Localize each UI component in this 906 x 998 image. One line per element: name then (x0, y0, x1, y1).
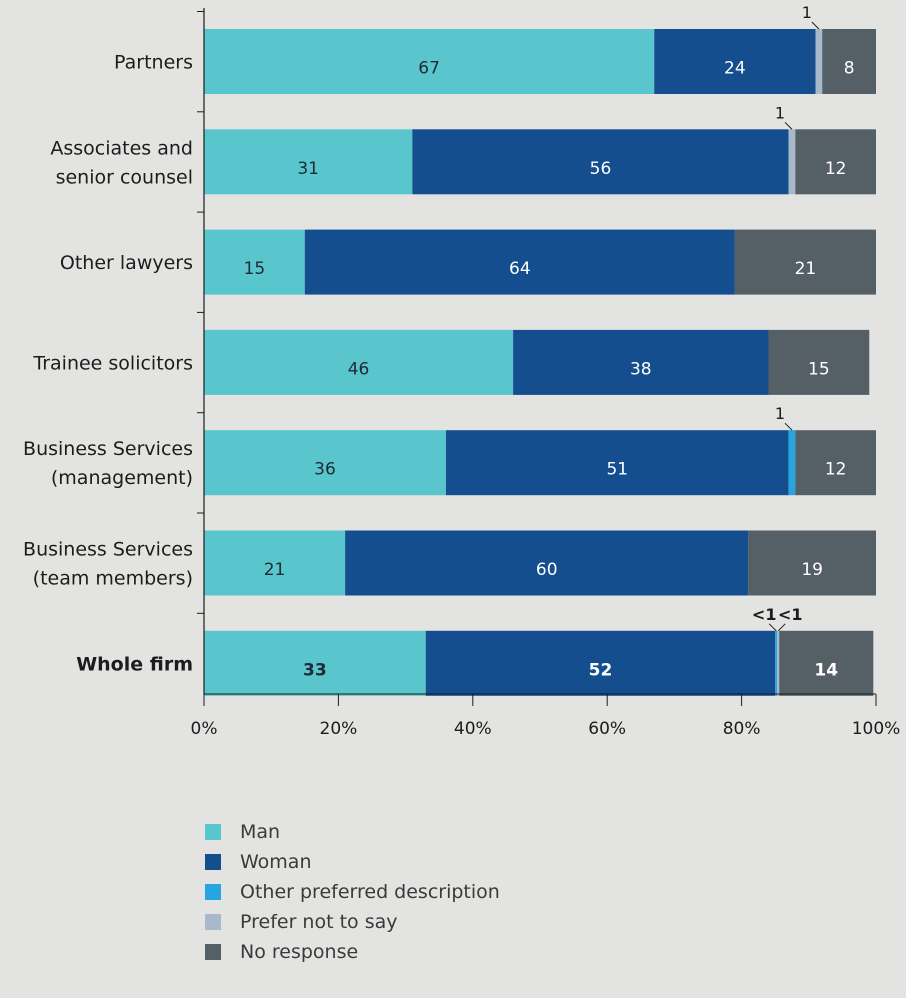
legend-label: No response (240, 940, 359, 963)
bar-segment (425, 630, 776, 696)
data-label: 38 (630, 359, 652, 379)
bar-segment (304, 229, 735, 295)
bar-segment (412, 129, 789, 195)
annotation-label: <1 (752, 605, 777, 624)
data-label: 56 (590, 159, 612, 179)
bar-segment (734, 229, 876, 295)
plot-area: Partners 67 24 8 1 Associates and senior couns… (23, 3, 900, 739)
bar-segment (775, 630, 778, 696)
bar-segment (204, 229, 305, 295)
bar-segment (345, 530, 749, 596)
legend-swatch (205, 943, 221, 960)
annotation-leader (768, 623, 777, 632)
category-label: Whole firm (76, 653, 193, 675)
bar-segment (822, 29, 876, 94)
x-tick-label: 20% (320, 719, 358, 739)
annotation-leader (777, 623, 786, 632)
legend-swatch (205, 823, 221, 840)
bar-segment (204, 329, 514, 395)
annotation-leader (811, 21, 820, 30)
category-label: Associates and senior counsel (50, 137, 193, 188)
data-label: 21 (264, 560, 286, 580)
bar-segment (445, 430, 789, 496)
legend-label: Prefer not to say (240, 910, 398, 933)
x-tick-label: 40% (454, 719, 492, 739)
chart-legend: Man Woman Other preferred description Prefe… (205, 818, 500, 968)
bar-segment (748, 530, 876, 596)
data-label: 60 (536, 560, 558, 580)
category-label: Trainee solicitors (32, 352, 193, 374)
annotation-label: 1 (775, 103, 785, 122)
data-label: 15 (808, 359, 830, 379)
bar-segment (815, 29, 823, 94)
annotation-label: 1 (802, 3, 812, 22)
bar-segment (768, 329, 870, 395)
x-tick-label: 100% (852, 719, 901, 739)
bar-segment (513, 329, 769, 395)
data-label: 33 (303, 660, 327, 680)
category-label: Business Services (team members) (23, 539, 193, 590)
bar-segment (788, 129, 796, 195)
data-label: 46 (348, 359, 370, 379)
data-label: 19 (801, 560, 823, 580)
annotation-leader (784, 121, 793, 130)
bar-segment (795, 430, 876, 496)
data-label: 12 (825, 460, 847, 480)
legend-item: Woman (205, 848, 500, 875)
bar-segment (788, 430, 796, 496)
legend-item: Prefer not to say (205, 908, 500, 935)
bar-segment (204, 530, 346, 596)
annotation-leader (784, 422, 793, 431)
bar-segment (654, 29, 816, 94)
data-label: 12 (825, 159, 847, 179)
bar-segment (779, 630, 874, 696)
data-label: 51 (606, 460, 628, 480)
stacked-bar-chart: Partners 67 24 8 1 Associates and senior couns… (23, 3, 900, 739)
data-label: 21 (795, 259, 817, 279)
bar-segment (795, 129, 876, 195)
bar-segment (204, 129, 413, 195)
data-label: 52 (589, 660, 613, 680)
bar-segment (777, 630, 780, 696)
legend-label: Woman (240, 850, 312, 873)
legend-swatch (205, 883, 221, 900)
category-label: Other lawyers (60, 252, 193, 274)
legend-label: Man (240, 820, 281, 843)
x-tick-label: 60% (588, 719, 626, 739)
legend-swatch (205, 853, 221, 870)
data-label: 31 (297, 159, 319, 179)
data-label: 14 (814, 660, 838, 680)
legend-swatch (205, 913, 221, 930)
legend-item: Man (205, 818, 500, 845)
legend-item: Other preferred description (205, 878, 500, 905)
data-label: 36 (314, 460, 336, 480)
bar-segment (204, 430, 446, 496)
bar-segment (204, 29, 655, 94)
category-label: Partners (114, 52, 193, 74)
data-label: 67 (418, 59, 440, 79)
data-label: 8 (844, 59, 855, 79)
annotation-label: <1 (778, 605, 803, 624)
data-label: 15 (244, 259, 266, 279)
annotation-label: 1 (775, 404, 785, 423)
legend-label: Other preferred description (240, 880, 500, 903)
x-tick-label: 80% (723, 719, 761, 739)
data-label: 64 (509, 259, 531, 279)
bar-segment (204, 630, 426, 696)
category-label: Business Services (management) (23, 438, 193, 489)
data-label: 24 (724, 59, 746, 79)
x-tick-label: 0% (191, 719, 218, 739)
legend-item: No response (205, 938, 500, 965)
